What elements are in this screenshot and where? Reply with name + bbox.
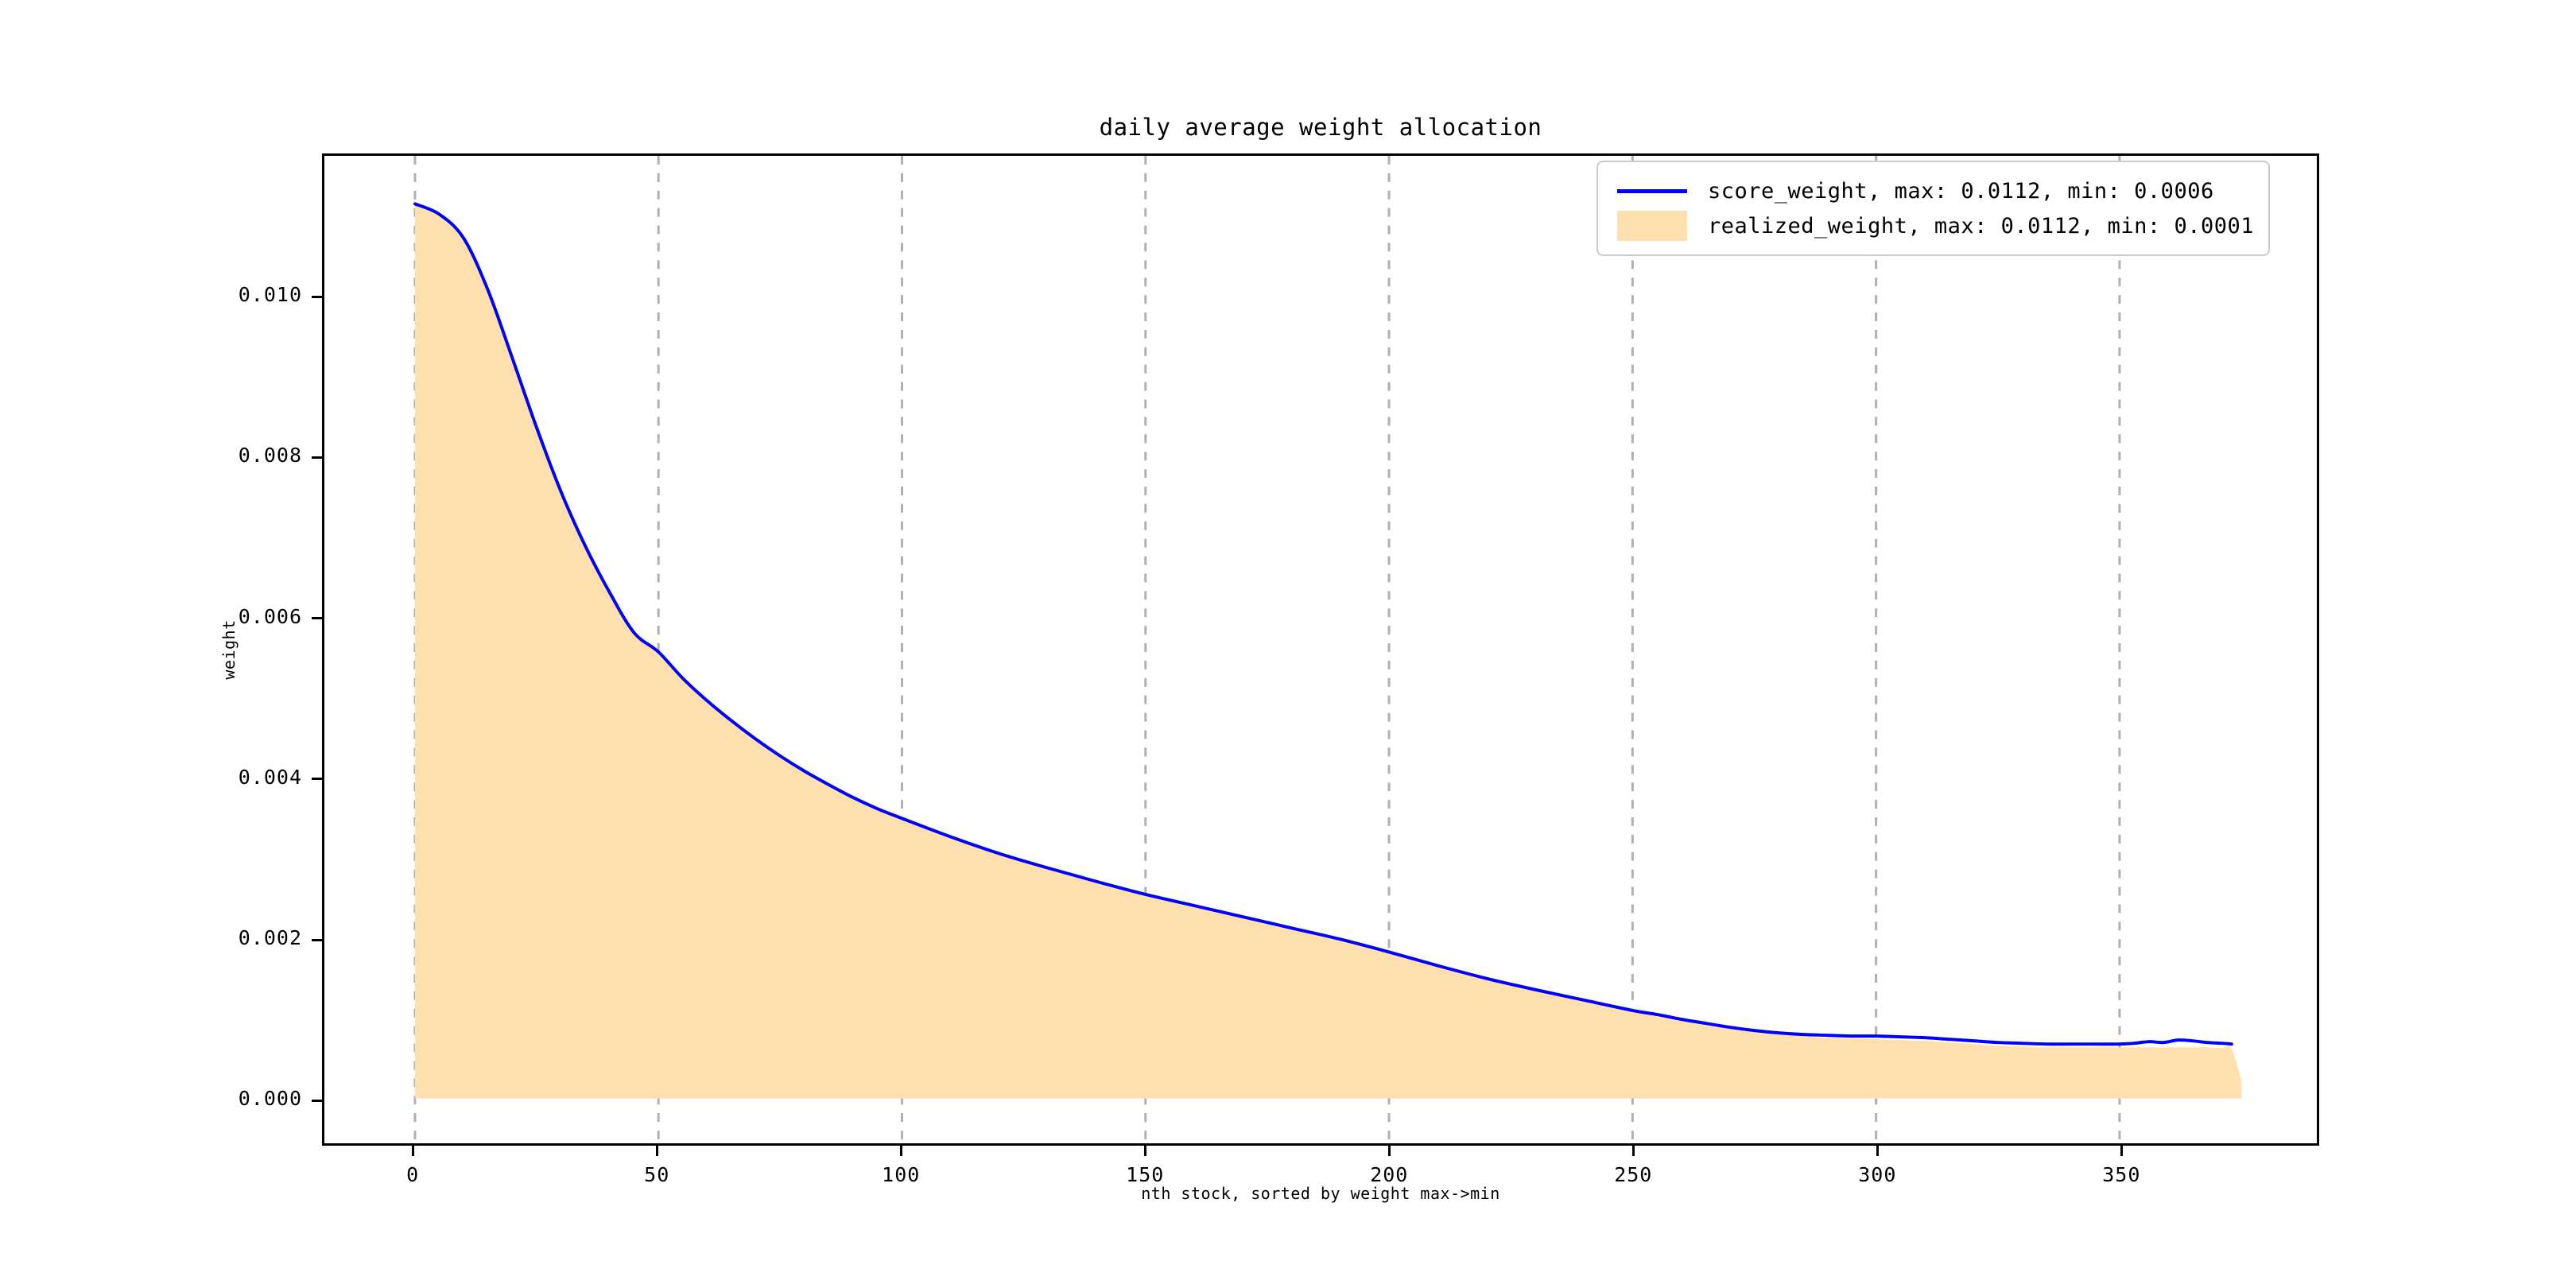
- y-tick-label-5: 0.010: [238, 283, 302, 307]
- y-tick-mark-1: [312, 938, 322, 941]
- x-tick-label-0: 0: [406, 1163, 420, 1186]
- x-tick-label-5: 250: [1614, 1163, 1653, 1186]
- x-tick-mark-7: [2120, 1146, 2123, 1156]
- legend-label-score-weight: score_weight, max: 0.0112, min: 0.0006: [1708, 178, 2214, 204]
- y-tick-label-3: 0.006: [238, 604, 302, 628]
- x-tick-mark-1: [655, 1146, 658, 1156]
- y-tick-label-0: 0.000: [238, 1087, 302, 1111]
- y-tick-mark-0: [312, 1099, 322, 1102]
- x-tick-mark-5: [1631, 1146, 1635, 1156]
- x-tick-mark-4: [1387, 1146, 1391, 1156]
- x-tick-label-6: 300: [1858, 1163, 1897, 1186]
- x-tick-mark-6: [1876, 1146, 1879, 1156]
- x-tick-label-2: 100: [882, 1163, 921, 1186]
- legend-label-realized-weight: realized_weight, max: 0.0112, min: 0.000…: [1708, 213, 2254, 239]
- chart-legend: score_weight, max: 0.0112, min: 0.0006 r…: [1596, 161, 2270, 256]
- y-tick-label-1: 0.002: [238, 926, 302, 950]
- y-tick-mark-5: [312, 295, 322, 298]
- legend-patch-swatch-icon: [1611, 211, 1693, 241]
- x-tick-mark-3: [1143, 1146, 1146, 1156]
- legend-item-realized-weight: realized_weight, max: 0.0112, min: 0.000…: [1611, 208, 2254, 243]
- x-tick-label-1: 50: [644, 1163, 670, 1186]
- score-weight-line: [413, 202, 2233, 1046]
- x-tick-mark-2: [899, 1146, 902, 1156]
- plot-area: [322, 153, 2319, 1146]
- x-tick-mark-0: [411, 1146, 414, 1156]
- plot-svg: [413, 156, 2242, 1143]
- legend-item-score-weight: score_weight, max: 0.0112, min: 0.0006: [1611, 173, 2254, 208]
- realized-weight-area: [414, 204, 2242, 1099]
- gridlines-group: [413, 156, 2121, 1143]
- y-tick-mark-4: [312, 456, 322, 459]
- y-tick-mark-2: [312, 778, 322, 781]
- y-tick-label-2: 0.004: [238, 765, 302, 789]
- y-tick-label-4: 0.008: [238, 444, 302, 467]
- y-axis-label: weight: [219, 619, 239, 680]
- y-tick-mark-3: [312, 617, 322, 620]
- x-tick-label-4: 200: [1370, 1163, 1409, 1186]
- x-axis-label: nth stock, sorted by weight max->min: [1141, 1184, 1500, 1203]
- chart-title: daily average weight allocation: [1099, 114, 1542, 141]
- legend-line-swatch-icon: [1611, 188, 1693, 193]
- x-tick-label-3: 150: [1126, 1163, 1165, 1186]
- x-tick-label-7: 350: [2102, 1163, 2141, 1186]
